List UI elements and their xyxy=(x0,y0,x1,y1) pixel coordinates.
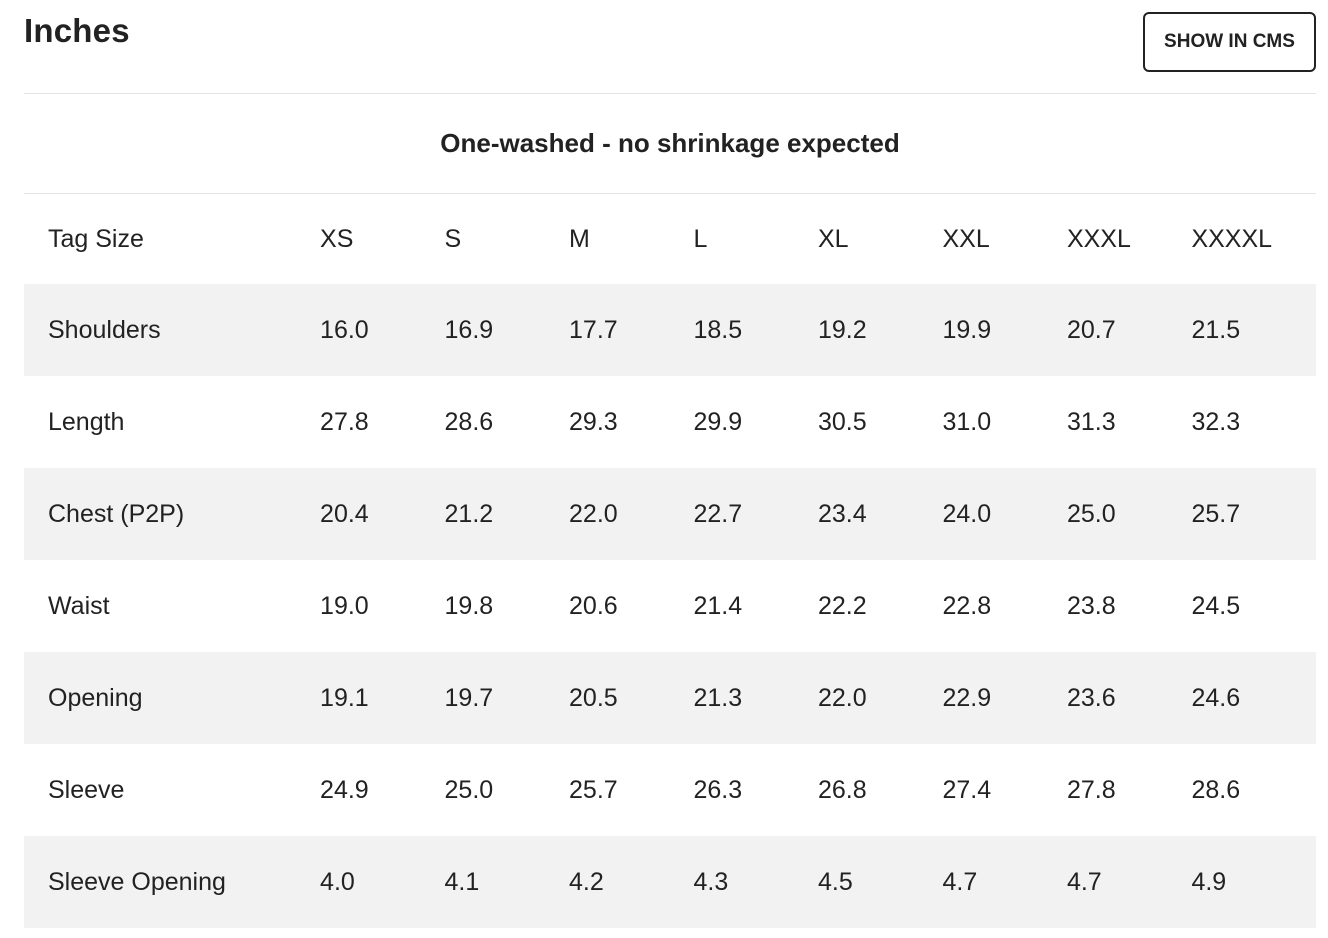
row-label: Opening xyxy=(48,683,143,712)
table-caption: One-washed - no shrinkage expected xyxy=(440,128,900,158)
table-cell: 21.4 xyxy=(693,591,743,620)
table-cell: 22.2 xyxy=(817,591,867,620)
size-header-l: L xyxy=(693,224,708,253)
table-cell: 27.4 xyxy=(942,775,992,804)
table-row-sleeve-opening: Sleeve Opening 4.0 4.1 4.2 4.3 4.5 4.7 4… xyxy=(24,836,1316,928)
table-cell: 21.5 xyxy=(1191,315,1241,344)
table-cell: 4.5 xyxy=(817,867,853,896)
caption-row: One-washed - no shrinkage expected xyxy=(24,94,1316,194)
table-cell: 24.5 xyxy=(1191,591,1241,620)
table-cell: 19.2 xyxy=(817,315,867,344)
table-row-opening: Opening 19.1 19.7 20.5 21.3 22.0 22.9 23… xyxy=(24,652,1316,744)
table-row-chest: Chest (P2P) 20.4 21.2 22.0 22.7 23.4 24.… xyxy=(24,468,1316,560)
table-cell: 25.0 xyxy=(1066,499,1116,528)
table-cell: 16.0 xyxy=(320,315,369,344)
table-cell: 27.8 xyxy=(320,407,369,436)
table-cell: 23.6 xyxy=(1066,683,1116,712)
table-cell: 25.0 xyxy=(444,775,494,804)
show-in-cms-button[interactable]: SHOW IN CMS xyxy=(1143,12,1316,72)
table-cell: 19.9 xyxy=(942,315,992,344)
size-header-s: S xyxy=(444,224,462,253)
table-cell: 4.9 xyxy=(1191,867,1227,896)
table-cell: 21.2 xyxy=(444,499,494,528)
table-cell: 30.5 xyxy=(817,407,867,436)
table-cell: 18.5 xyxy=(693,315,743,344)
table-cell: 22.8 xyxy=(942,591,992,620)
size-header-xs: XS xyxy=(320,224,354,253)
table-cell: 24.9 xyxy=(320,775,369,804)
row-label: Shoulders xyxy=(48,315,161,344)
table-cell: 4.2 xyxy=(569,867,604,896)
table-cell: 16.9 xyxy=(444,315,494,344)
table-cell: 22.0 xyxy=(569,499,618,528)
size-table: Tag Size XS S M L XL XXL XXXL XXXXL Shou… xyxy=(24,194,1316,928)
size-header-m: M xyxy=(569,224,590,253)
table-cell: 22.7 xyxy=(693,499,743,528)
page-title: Inches xyxy=(24,12,130,49)
table-cell: 29.3 xyxy=(569,407,618,436)
table-cell: 4.1 xyxy=(444,867,480,896)
table-cell: 20.7 xyxy=(1066,315,1116,344)
table-cell: 27.8 xyxy=(1066,775,1116,804)
table-cell: 31.3 xyxy=(1066,407,1116,436)
table-cell: 25.7 xyxy=(1191,499,1241,528)
row-label: Length xyxy=(48,407,125,436)
table-cell: 24.6 xyxy=(1191,683,1241,712)
table-row-length: Length 27.8 28.6 29.3 29.9 30.5 31.0 31.… xyxy=(24,376,1316,468)
table-row-sleeve: Sleeve 24.9 25.0 25.7 26.3 26.8 27.4 27.… xyxy=(24,744,1316,836)
table-cell: 20.5 xyxy=(569,683,618,712)
row-label: Waist xyxy=(48,591,110,620)
table-cell: 19.8 xyxy=(444,591,494,620)
table-cell: 26.8 xyxy=(817,775,867,804)
table-cell: 29.9 xyxy=(693,407,743,436)
table-cell: 24.0 xyxy=(942,499,992,528)
tag-size-header: Tag Size xyxy=(48,224,144,253)
row-label: Sleeve Opening xyxy=(48,867,226,896)
table-cell: 28.6 xyxy=(1191,775,1241,804)
table-row-waist: Waist 19.0 19.8 20.6 21.4 22.2 22.8 23.8… xyxy=(24,560,1316,652)
row-label: Chest (P2P) xyxy=(48,499,185,528)
table-cell: 19.1 xyxy=(320,683,369,712)
table-cell: 4.3 xyxy=(693,867,729,896)
row-label: Sleeve xyxy=(48,775,125,804)
table-cell: 17.7 xyxy=(569,315,618,344)
size-header-xl: XL xyxy=(817,224,849,253)
table-cell: 32.3 xyxy=(1191,407,1241,436)
table-cell: 31.0 xyxy=(942,407,992,436)
table-cell: 20.6 xyxy=(569,591,618,620)
size-header-xxxxl: XXXXL xyxy=(1191,224,1273,253)
table-cell: 4.7 xyxy=(1066,867,1102,896)
table-cell: 25.7 xyxy=(569,775,618,804)
table-cell: 19.0 xyxy=(320,591,369,620)
size-header-xxxl: XXXL xyxy=(1066,224,1131,253)
table-cell: 23.4 xyxy=(817,499,867,528)
table-cell: 4.0 xyxy=(320,867,355,896)
table-cell: 23.8 xyxy=(1066,591,1116,620)
table-cell: 22.0 xyxy=(817,683,867,712)
table-cell: 19.7 xyxy=(444,683,494,712)
table-cell: 22.9 xyxy=(942,683,992,712)
table-cell: 26.3 xyxy=(693,775,743,804)
table-cell: 20.4 xyxy=(320,499,369,528)
size-header-xxl: XXL xyxy=(942,224,990,253)
table-cell: 28.6 xyxy=(444,407,494,436)
table-row-shoulders: Shoulders 16.0 16.9 17.7 18.5 19.2 19.9 … xyxy=(24,284,1316,376)
table-cell: 4.7 xyxy=(942,867,978,896)
table-cell: 21.3 xyxy=(693,683,743,712)
header: Inches SHOW IN CMS xyxy=(24,0,1316,94)
size-header-row: Tag Size XS S M L XL XXL XXXL XXXXL xyxy=(24,194,1316,284)
